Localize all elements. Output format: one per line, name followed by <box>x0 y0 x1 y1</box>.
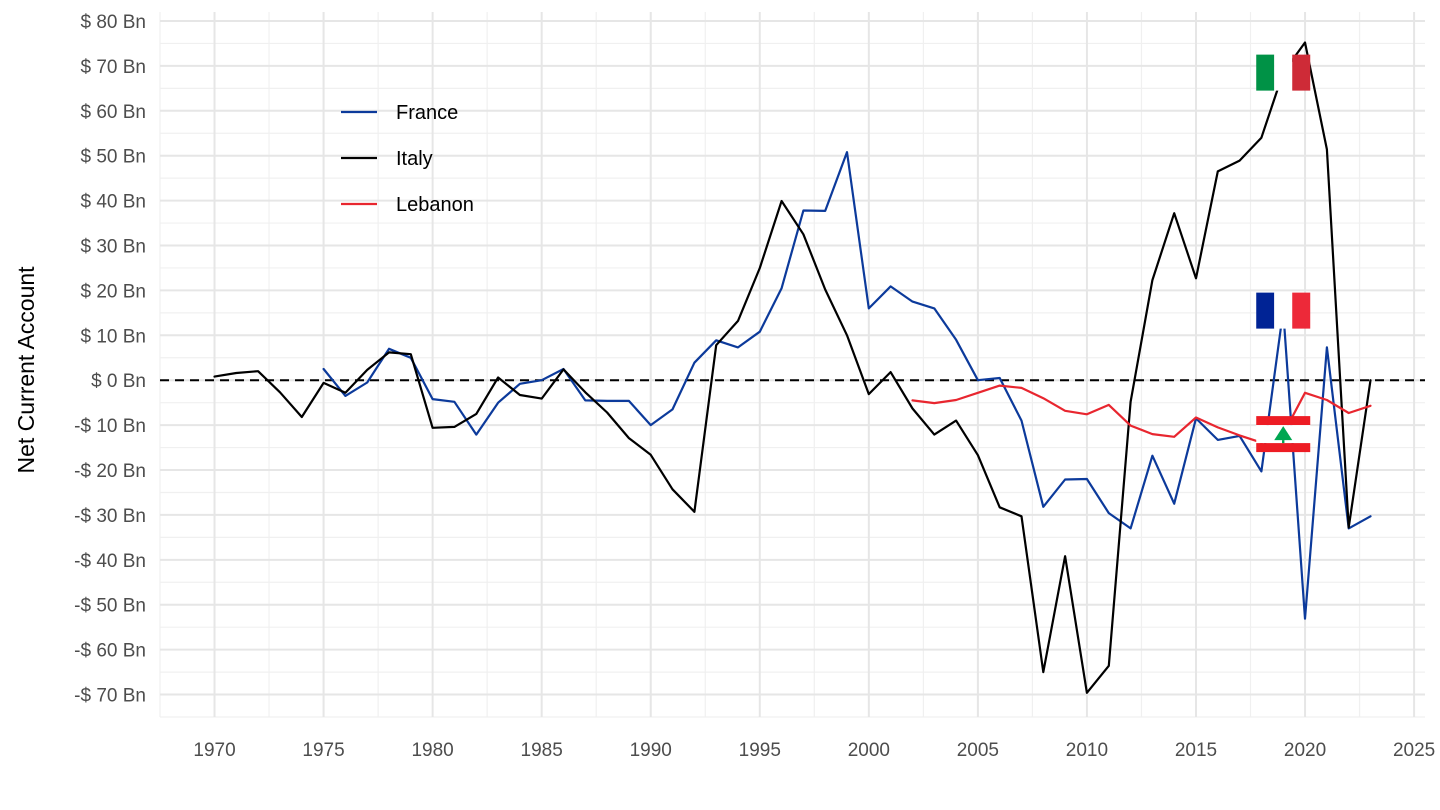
legend-item-lebanon: Lebanon <box>341 194 474 216</box>
x-tick-label: 2020 <box>1284 740 1326 761</box>
flag-stripe-red-bottom <box>1256 443 1311 453</box>
y-tick-label: $ 30 Bn <box>81 237 147 258</box>
series-lines <box>213 41 1372 694</box>
y-axis-title: Net Current Account <box>13 266 39 474</box>
legend-label: Italy <box>396 148 433 170</box>
flag-stripe-red <box>1292 54 1311 91</box>
x-tick-label: 1970 <box>193 740 235 761</box>
major-gridlines <box>160 12 1425 717</box>
y-tick-label: $ 70 Bn <box>81 57 147 78</box>
legend: France Italy Lebanon <box>341 102 474 216</box>
y-tick-label: $ 50 Bn <box>81 147 147 168</box>
x-tick-label: 2000 <box>848 740 890 761</box>
flag-stripe-green <box>1256 54 1275 91</box>
x-tick-label: 1980 <box>411 740 453 761</box>
legend-item-france: France <box>341 102 458 124</box>
x-tick-label: 2025 <box>1393 740 1435 761</box>
series-line-france <box>322 151 1372 620</box>
legend-label: France <box>396 102 458 124</box>
y-tick-label: -$ 40 Bn <box>74 551 146 572</box>
x-axis-ticks: 1970 1975 1980 1985 1990 1995 2000 2005 2010 2015… <box>193 740 1435 761</box>
flag-stripe-white <box>1274 292 1293 329</box>
legend-label: Lebanon <box>396 194 474 216</box>
italy-flag <box>1256 54 1311 91</box>
y-tick-label: $ 60 Bn <box>81 102 147 123</box>
y-tick-label: -$ 20 Bn <box>74 461 146 482</box>
lebanon-flag <box>1256 416 1311 453</box>
x-tick-label: 2010 <box>1066 740 1108 761</box>
y-tick-label: -$ 70 Bn <box>74 686 146 707</box>
cedar-tree-icon <box>1274 426 1293 441</box>
x-tick-label: 1975 <box>302 740 344 761</box>
y-tick-label: $ 80 Bn <box>81 12 147 33</box>
flag-stripe-white <box>1274 54 1293 91</box>
x-tick-label: 1995 <box>739 740 781 761</box>
y-tick-label: $ 0 Bn <box>91 371 146 392</box>
y-axis-ticks: $ 80 Bn $ 70 Bn $ 60 Bn $ 50 Bn $ 40 Bn $ 30 … <box>74 12 146 707</box>
flag-stripe-blue <box>1256 292 1275 329</box>
minor-gridlines <box>159 12 1425 718</box>
x-tick-label: 1990 <box>630 740 672 761</box>
y-tick-label: -$ 60 Bn <box>74 641 146 662</box>
flag-stripe-red <box>1292 292 1311 329</box>
y-tick-label: -$ 30 Bn <box>74 506 146 527</box>
legend-item-italy: Italy <box>341 148 433 170</box>
y-tick-label: $ 10 Bn <box>81 326 147 347</box>
y-tick-label: $ 40 Bn <box>81 192 147 213</box>
series-flags <box>1256 54 1311 453</box>
series-line-italy <box>213 41 1372 694</box>
cedar-trunk <box>1282 440 1285 444</box>
x-tick-label: 1985 <box>521 740 563 761</box>
x-tick-label: 2015 <box>1175 740 1217 761</box>
france-flag <box>1256 292 1311 329</box>
y-tick-label: $ 20 Bn <box>81 281 147 302</box>
y-tick-label: -$ 50 Bn <box>74 596 146 617</box>
y-tick-label: -$ 10 Bn <box>74 416 146 437</box>
x-tick-label: 2005 <box>957 740 999 761</box>
flag-stripe-red-top <box>1256 416 1311 426</box>
series-line-lebanon <box>911 384 1372 444</box>
